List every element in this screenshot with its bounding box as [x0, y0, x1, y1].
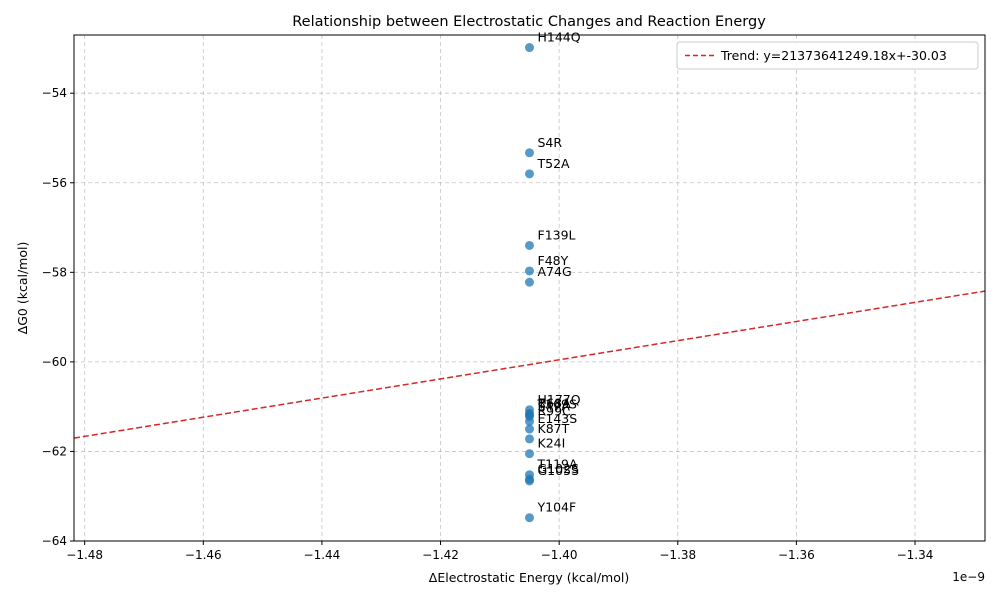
- point-label: T52A: [537, 156, 571, 171]
- point-label: G105S: [538, 463, 580, 478]
- x-axis-label: ΔElectrostatic Energy (kcal/mol): [429, 570, 629, 585]
- point-label: F139L: [538, 227, 576, 242]
- data-point: [525, 169, 534, 179]
- x-tick-label: −1.38: [659, 548, 696, 562]
- data-point: [525, 449, 534, 459]
- y-axis-label: ΔG0 (kcal/mol): [15, 242, 30, 335]
- y-tick-label: −64: [42, 534, 67, 548]
- point-label: K87T: [538, 421, 570, 436]
- point-label: T169S: [537, 397, 577, 412]
- data-point: [525, 266, 534, 276]
- y-tick-label: −58: [42, 265, 67, 279]
- data-point: [525, 43, 534, 53]
- x-tick-label: −1.34: [897, 548, 934, 562]
- data-point: [525, 148, 534, 158]
- data-point: [525, 476, 534, 486]
- data-point: [525, 434, 534, 444]
- x-tick-label: −1.48: [66, 548, 103, 562]
- point-label: F48Y: [538, 253, 569, 268]
- point-label: R68A: [538, 395, 572, 410]
- y-tick-label: −60: [42, 355, 67, 369]
- point-label: H177Q: [538, 392, 581, 407]
- x-axis-offset-label: 1e−9: [952, 570, 985, 584]
- plot-frame: [73, 34, 986, 542]
- point-label: K24I: [538, 436, 566, 451]
- data-points: [525, 43, 534, 523]
- legend-trend-label: Trend: y=21373641249.18x+-30.03: [720, 48, 947, 63]
- x-axis-ticks: −1.48 −1.46 −1.44 −1.42 −1.40 −1.38 −1.36 −1.34: [66, 541, 933, 562]
- point-label: T119A: [537, 457, 578, 472]
- point-label: G102S: [538, 461, 580, 476]
- legend-box: [676, 41, 979, 70]
- data-point: [525, 513, 534, 523]
- data-point: [525, 424, 534, 434]
- y-tick-label: −56: [42, 176, 67, 190]
- x-tick-label: −1.46: [185, 548, 222, 562]
- data-point: [525, 416, 534, 426]
- trend-line: [74, 290, 985, 439]
- point-label: Y104F: [537, 500, 577, 515]
- x-tick-label: −1.36: [778, 548, 815, 562]
- data-point: [525, 240, 534, 250]
- point-label: H144Q: [538, 30, 581, 45]
- y-tick-label: −62: [42, 444, 67, 458]
- point-label: A74G: [538, 264, 572, 279]
- grid: [74, 35, 985, 542]
- y-axis-ticks: −64 −62 −60 −58 −56 −54: [42, 86, 74, 548]
- y-tick-label: −54: [42, 86, 67, 100]
- point-label: S47A: [538, 399, 571, 414]
- legend: Trend: y=21373641249.18x+-30.03: [676, 41, 979, 70]
- point-label: S4R: [538, 135, 563, 150]
- data-point: [525, 277, 534, 287]
- x-tick-label: −1.44: [304, 548, 341, 562]
- x-tick-label: −1.42: [422, 548, 459, 562]
- point-label: R99C: [538, 403, 572, 418]
- trend-line-group: [74, 290, 985, 439]
- point-label: E143S: [538, 411, 578, 426]
- chart-title: Relationship between Electrostatic Chang…: [292, 14, 766, 30]
- x-tick-label: −1.40: [541, 548, 578, 562]
